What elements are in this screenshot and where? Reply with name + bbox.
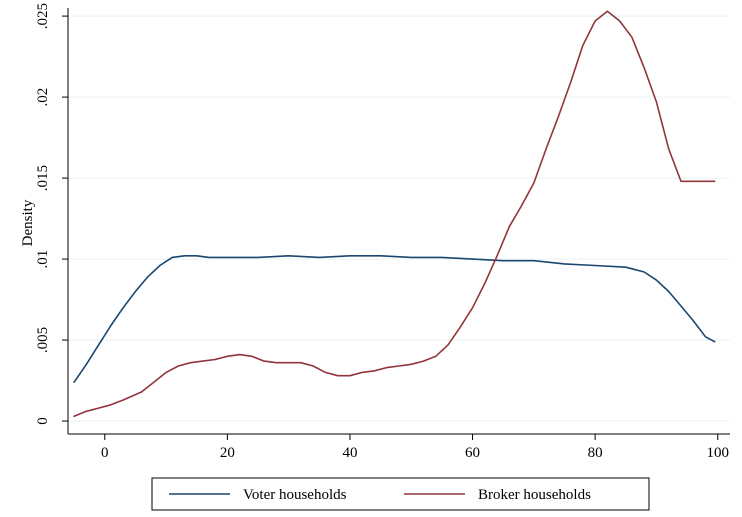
legend-label-broker-households: Broker households <box>478 487 591 503</box>
y-tick-label: .01 <box>35 250 51 269</box>
y-tick-label: .02 <box>35 88 51 107</box>
y-tick-label: .015 <box>35 165 51 191</box>
legend-label-voter-households: Voter households <box>243 487 347 503</box>
x-axis-ticks: 0 20 40 60 80 100 <box>101 434 729 461</box>
y-tick-label: .005 <box>35 327 51 353</box>
x-tick-label: 100 <box>706 445 729 461</box>
x-tick-label: 0 <box>101 445 109 461</box>
gridlines <box>68 15 730 422</box>
y-axis-ticks: 0 .005 .01 .015 .02 .025 <box>35 3 68 425</box>
y-tick-label: .025 <box>35 3 51 29</box>
legend: Voter households Broker households <box>151 477 650 511</box>
legend-box <box>151 477 650 511</box>
series-line-voter-households <box>73 255 716 384</box>
series-lines <box>73 10 716 418</box>
y-tick-label: 0 <box>35 417 51 425</box>
x-tick-label: 40 <box>342 445 357 461</box>
axes <box>67 8 730 435</box>
y-axis-label: Density <box>20 199 36 246</box>
x-tick-label: 80 <box>588 445 603 461</box>
x-tick-label: 20 <box>220 445 235 461</box>
series-line-broker-households <box>73 10 716 418</box>
x-tick-label: 60 <box>465 445 480 461</box>
